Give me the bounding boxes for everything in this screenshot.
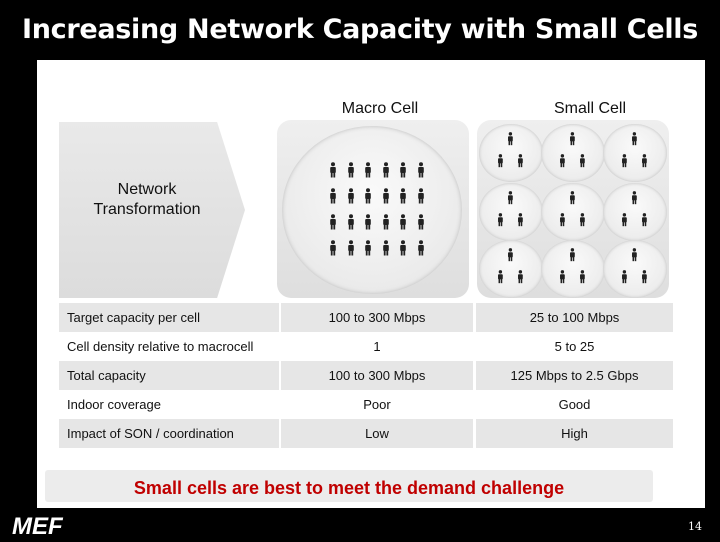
table-row: Impact of SON / coordination Low High — [59, 419, 673, 448]
user-icon — [632, 132, 637, 146]
small-value: Good — [558, 397, 591, 412]
user-icon — [560, 270, 565, 284]
user-icon — [330, 188, 336, 204]
user-icon — [365, 188, 371, 204]
user-icon — [417, 214, 424, 230]
svg-text:MEF: MEF — [12, 513, 64, 537]
small-value: 125 Mbps to 2.5 Gbps — [510, 368, 639, 383]
user-icon — [508, 132, 513, 146]
macro-value: 100 to 300 Mbps — [328, 310, 426, 325]
user-icon — [498, 213, 503, 227]
user-icon — [570, 191, 575, 205]
page-number: 14 — [688, 520, 702, 533]
user-icon — [330, 214, 336, 230]
user-icon — [330, 162, 336, 178]
user-icon — [400, 240, 406, 256]
user-icon — [365, 162, 371, 178]
small-cell-heading: Small Cell — [553, 100, 626, 117]
user-icon — [642, 213, 647, 227]
user-icon — [508, 248, 513, 262]
small-value: 5 to 25 — [554, 339, 595, 354]
user-icon — [570, 248, 575, 262]
user-icon — [580, 154, 585, 168]
user-icon — [400, 188, 406, 204]
user-icon — [622, 270, 627, 284]
user-icon — [400, 214, 406, 230]
small-value: High — [561, 426, 588, 441]
macro-value: Low — [365, 426, 389, 441]
user-icon — [498, 154, 503, 168]
macro-value: Poor — [363, 397, 391, 412]
row-label: Total capacity — [67, 368, 146, 383]
macro-cell-box — [277, 120, 469, 298]
user-icon — [365, 214, 371, 230]
user-icon — [518, 213, 523, 227]
user-icon — [622, 213, 627, 227]
table-row: Indoor coverage Poor Good — [59, 390, 673, 419]
macro-cell-coverage — [282, 126, 462, 294]
slide-title: Increasing Network Capacity with Small C… — [21, 14, 699, 45]
content-panel: Macro Cell Small Cell Network Transforma… — [37, 60, 705, 508]
table-row: Total capacity 100 to 300 Mbps 125 Mbps … — [59, 361, 673, 390]
comparison-table: Target capacity per cell 100 to 300 Mbps… — [59, 303, 673, 448]
user-icon — [330, 240, 336, 256]
row-label: Cell density relative to macrocell — [67, 339, 254, 354]
table-row: Cell density relative to macrocell 1 5 t… — [59, 332, 673, 361]
transformation-label-line1: Network — [117, 181, 177, 198]
macro-cell-heading: Macro Cell — [341, 100, 419, 117]
user-icon — [417, 240, 424, 256]
conclusion-banner: Small cells are best to meet the demand … — [45, 470, 653, 502]
user-icon — [382, 188, 389, 204]
user-icon — [560, 213, 565, 227]
row-label: Indoor coverage — [67, 397, 161, 412]
user-icon — [347, 214, 354, 230]
user-icon — [560, 154, 565, 168]
user-icon — [622, 154, 627, 168]
mef-logo-icon: MEF — [12, 513, 64, 540]
user-icon — [382, 162, 389, 178]
user-icon — [518, 270, 523, 284]
user-icon — [570, 132, 575, 146]
user-icon — [382, 240, 389, 256]
row-label: Target capacity per cell — [67, 310, 200, 325]
transformation-label-line2: Transformation — [93, 201, 201, 218]
small-cell-box — [477, 120, 669, 298]
row-label: Impact of SON / coordination — [67, 426, 234, 441]
user-icon — [417, 188, 424, 204]
user-icon — [347, 188, 354, 204]
transformation-arrow — [59, 122, 245, 298]
user-icon — [518, 154, 523, 168]
user-icon — [400, 162, 406, 178]
macro-value: 1 — [373, 339, 381, 354]
user-icon — [632, 248, 637, 262]
table-row: Target capacity per cell 100 to 300 Mbps… — [59, 303, 673, 332]
macro-value: 100 to 300 Mbps — [328, 368, 426, 383]
user-icon — [498, 270, 503, 284]
user-icon — [417, 162, 424, 178]
user-icon — [642, 154, 647, 168]
transformation-label: Network Transformation — [77, 180, 217, 220]
user-icon — [508, 191, 513, 205]
user-icon — [580, 213, 585, 227]
user-icon — [642, 270, 647, 284]
small-value: 25 to 100 Mbps — [529, 310, 620, 325]
mef-logo: MEF — [12, 513, 92, 540]
user-icon — [347, 162, 354, 178]
user-icon — [580, 270, 585, 284]
user-icon — [382, 214, 389, 230]
user-icon — [632, 191, 637, 205]
user-icon — [365, 240, 371, 256]
user-icon — [347, 240, 354, 256]
